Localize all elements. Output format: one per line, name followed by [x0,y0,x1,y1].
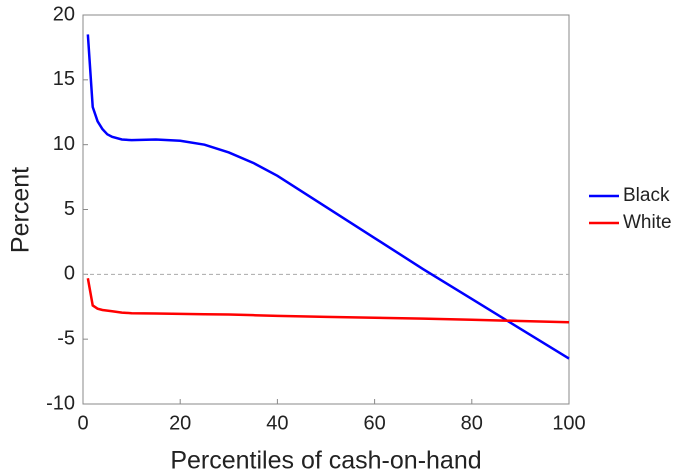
y-tick-label: 20 [53,3,75,25]
x-tick-label: 20 [169,412,191,434]
y-axis-label: Percent [7,167,35,253]
x-tick-label: 80 [461,412,483,434]
legend-label: Black [623,185,670,206]
y-tick-label: 15 [53,68,75,90]
x-tick-label: 100 [552,412,585,434]
line-series [86,34,570,360]
y-tick-label: 0 [64,263,75,285]
y-tick-label: -10 [46,392,75,414]
legend-label: White [623,212,672,233]
x-tick-label: 60 [363,412,385,434]
y-tick-label: -5 [57,327,75,349]
y-tick-label: 5 [64,198,75,220]
plot-frame [82,14,570,405]
x-axis-label: Percentiles of cash-on-hand [170,447,481,475]
y-tick-label: 10 [53,133,75,155]
x-tick-label: 0 [77,412,88,434]
x-tick-label: 40 [266,412,288,434]
line-series [86,278,570,324]
